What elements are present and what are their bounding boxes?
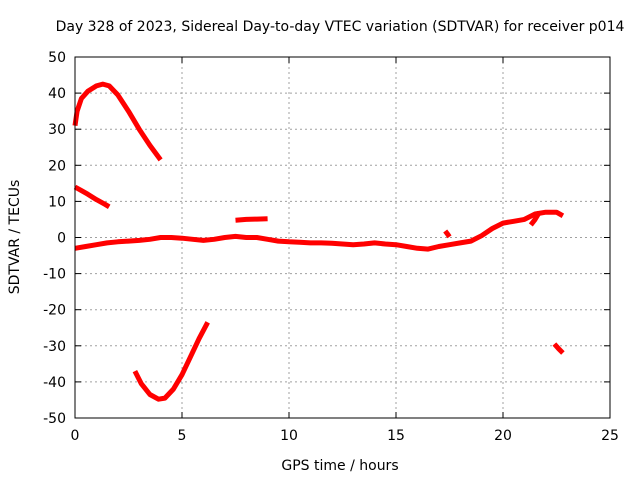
series-arc-1 xyxy=(72,81,163,162)
chart-title: Day 328 of 2023, Sidereal Day-to-day VTE… xyxy=(56,19,625,35)
x-tick-labels: 0 5 10 15 20 25 xyxy=(71,428,619,444)
y-tick-labels: -50 -40 -30 -20 -10 0 10 20 30 40 50 xyxy=(43,50,66,427)
y-tick-label: -40 xyxy=(43,375,66,391)
y-tick-label: -50 xyxy=(43,411,66,427)
y-tick-label: 20 xyxy=(48,158,66,174)
y-tick-label: 10 xyxy=(48,194,66,210)
grid xyxy=(75,57,610,418)
x-axis-label: GPS time / hours xyxy=(281,458,398,474)
x-tick-label: 5 xyxy=(178,428,187,444)
y-axis-label: SDTVAR / TECUs xyxy=(7,180,23,295)
y-tick-label: 0 xyxy=(57,231,66,247)
x-tick-label: 15 xyxy=(387,428,405,444)
series-arc-5 xyxy=(552,342,565,355)
x-tick-label: 10 xyxy=(280,428,298,444)
series-arc-2 xyxy=(73,184,111,209)
y-tick-label: 30 xyxy=(48,122,66,138)
series-arc-6 xyxy=(74,209,565,252)
series-arc-8 xyxy=(528,210,542,227)
y-tick-label: -30 xyxy=(43,339,66,355)
x-tick-label: 0 xyxy=(71,428,80,444)
y-tick-label: -10 xyxy=(43,267,66,283)
series-arc-3 xyxy=(132,321,210,402)
x-tick-label: 25 xyxy=(601,428,619,444)
series-arc-4 xyxy=(235,216,268,223)
y-tick-label: 40 xyxy=(48,86,66,102)
x-tick-label: 20 xyxy=(494,428,512,444)
data-series xyxy=(72,81,565,402)
y-tick-label: -20 xyxy=(43,303,66,319)
series-arc-7 xyxy=(443,229,452,239)
y-tick-label: 50 xyxy=(48,50,66,66)
tick-marks xyxy=(74,56,611,419)
